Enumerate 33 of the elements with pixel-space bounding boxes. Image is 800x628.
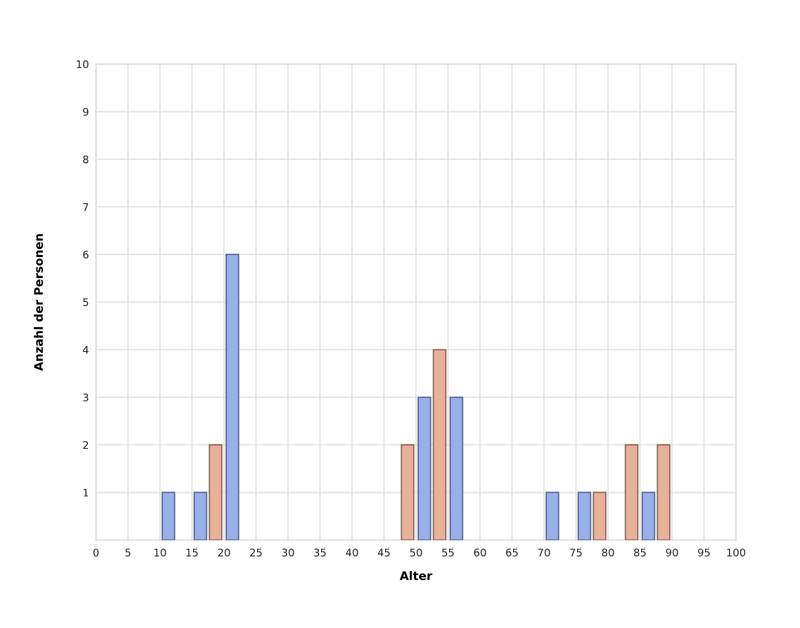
x-axis-title: Alter	[400, 570, 432, 580]
y-tick-label: 7	[83, 203, 88, 211]
x-tick-label: 50	[410, 548, 422, 556]
x-tick-label: 20	[218, 548, 230, 556]
x-tick-label: 25	[250, 548, 262, 556]
y-tick-label: 8	[83, 155, 88, 164]
x-tick-label: 55	[442, 548, 454, 556]
x-tick-label: 15	[186, 548, 198, 556]
x-tick-label: 65	[506, 548, 518, 556]
x-tick-label: 70	[538, 548, 550, 556]
x-tick-label: 95	[698, 548, 710, 556]
x-tick-label: 100	[727, 548, 746, 556]
x-tick-label: 80	[602, 548, 614, 556]
y-tick-label: 2	[83, 441, 88, 449]
x-tick-label: 45	[378, 548, 390, 556]
x-tick-label: 85	[634, 548, 646, 556]
x-tick-label: 10	[154, 548, 166, 556]
y-tick-label: 5	[83, 298, 88, 306]
x-tick-label: 35	[314, 548, 326, 556]
x-tick-label: 90	[666, 548, 678, 556]
x-tick-label: 30	[282, 548, 294, 556]
y-axis-title: Anzahl der Personen	[34, 234, 43, 371]
x-tick-label: 60	[474, 548, 486, 556]
x-tick-label: 75	[570, 548, 582, 556]
x-tick-label: 40	[346, 548, 358, 556]
y-tick-label: 6	[83, 250, 88, 259]
y-tick-label: 10	[76, 60, 88, 68]
x-tick-label: 0	[93, 548, 99, 556]
y-tick-label: 3	[83, 394, 88, 402]
y-tick-label: 4	[82, 346, 88, 354]
x-tick-label: 5	[125, 548, 130, 556]
y-tick-label: 9	[83, 108, 88, 116]
y-tick-label: 1	[84, 488, 88, 496]
